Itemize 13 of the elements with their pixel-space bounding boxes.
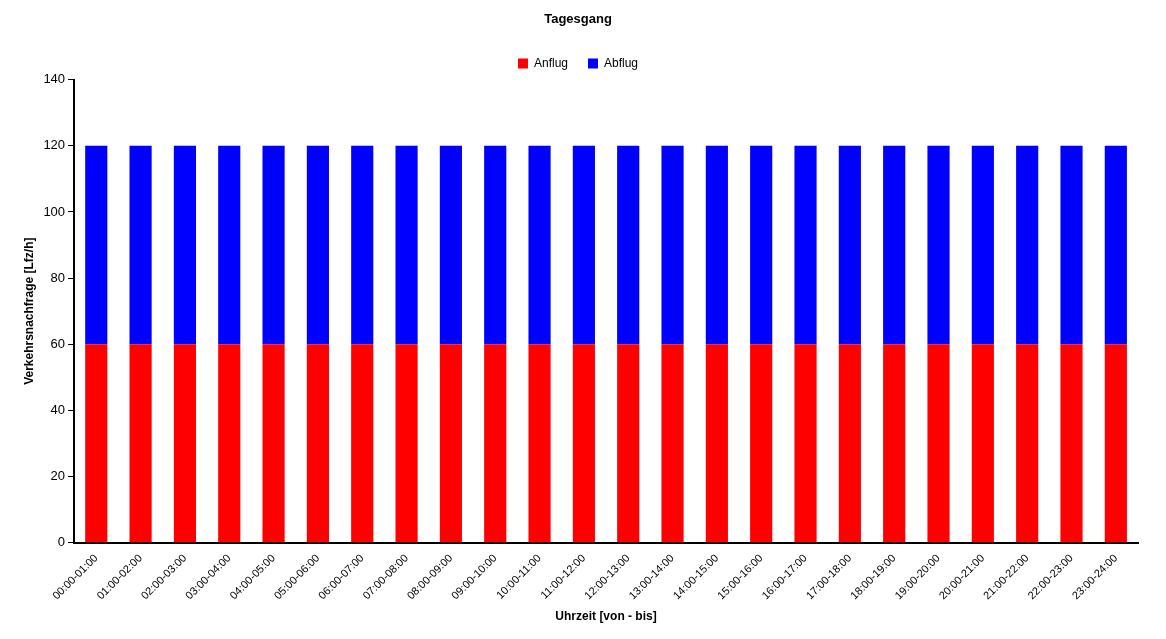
y-tick-label: 60 bbox=[50, 335, 66, 351]
legend-label: Anflug bbox=[533, 55, 569, 70]
y-tick-label: 80 bbox=[50, 269, 66, 285]
y-tick-label: 0 bbox=[57, 534, 66, 550]
y-tick-label: 120 bbox=[43, 137, 66, 153]
x-axis-title: Uhrzeit [von - bis] bbox=[555, 609, 657, 624]
y-tick-label: 140 bbox=[43, 71, 66, 87]
y-tick-label: 20 bbox=[50, 468, 66, 484]
chart-title: Tagesgang bbox=[544, 11, 612, 27]
legend-label: Abflug bbox=[604, 55, 639, 70]
y-axis-title: Verkehrsnachfrage [Lfz/h] bbox=[21, 237, 36, 385]
y-tick-label: 100 bbox=[43, 203, 66, 219]
y-tick-label: 40 bbox=[50, 402, 66, 417]
